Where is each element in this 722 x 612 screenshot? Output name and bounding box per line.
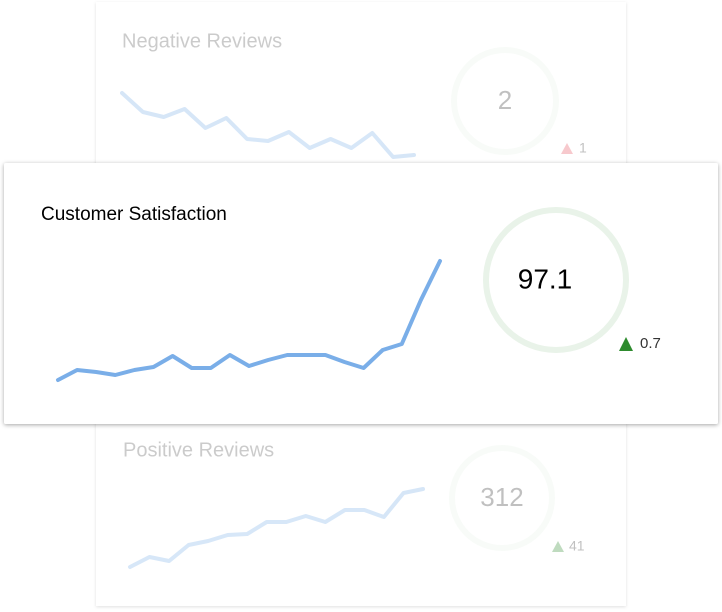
card-title: Negative Reviews — [122, 30, 282, 52]
sparkline — [120, 91, 416, 159]
metric-delta: 41 — [569, 538, 585, 554]
card-title: Customer Satisfaction — [41, 204, 227, 225]
metric-card[interactable]: Positive Reviews 312 41 — [96, 420, 626, 606]
gauge-ring — [483, 207, 629, 353]
card-content: Customer Satisfaction 97.1 0.7 — [41, 204, 661, 382]
metric-value: 312 — [480, 482, 523, 512]
delta-arrow — [552, 541, 564, 552]
gauge-ring — [449, 445, 555, 551]
metric-delta: 1 — [579, 140, 587, 156]
delta-arrow — [561, 143, 573, 154]
delta-arrow — [619, 337, 633, 351]
card-background — [96, 420, 626, 606]
card-title: Positive Reviews — [123, 439, 274, 461]
gauge-ring — [451, 47, 559, 155]
metric-card[interactable]: Customer Satisfaction 97.1 0.7 — [4, 163, 718, 424]
metric-value: 2 — [498, 85, 512, 115]
card-background — [96, 2, 626, 177]
card-content: Negative Reviews 2 1 — [120, 30, 587, 159]
card-content: Positive Reviews 312 41 — [123, 439, 585, 569]
metric-delta: 0.7 — [640, 335, 661, 352]
metric-card[interactable]: Negative Reviews 2 1 — [96, 2, 626, 177]
metric-value: 97.1 — [518, 263, 573, 294]
sparkline — [56, 259, 442, 382]
card-background — [4, 163, 718, 424]
sparkline — [128, 487, 425, 569]
